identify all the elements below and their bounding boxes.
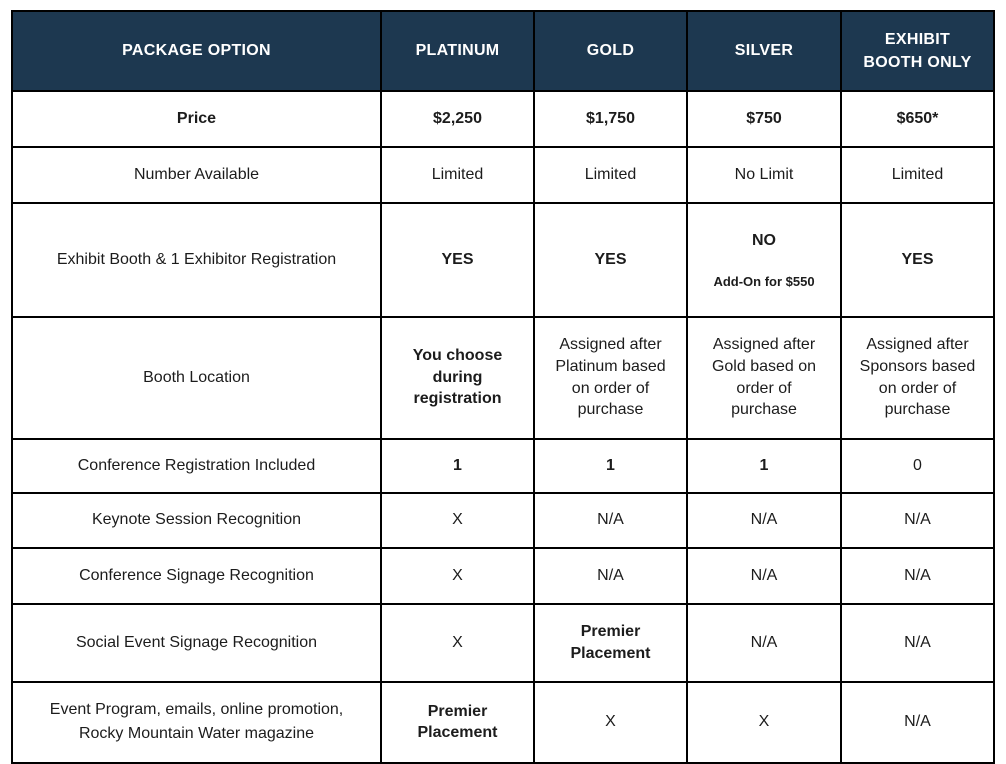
- cell-conference-signage-platinum: X: [380, 546, 535, 605]
- cell-keynote-exhibit: N/A: [840, 491, 995, 549]
- cell-price-exhibit: $650*: [840, 90, 995, 148]
- exhibit-booth-silver-addon-note: Add-On for $550: [713, 273, 815, 289]
- cell-booth-location-gold: Assigned after Platinum based on order o…: [533, 315, 688, 440]
- cell-social-event-silver: N/A: [686, 602, 842, 683]
- cell-number-silver: No Limit: [686, 146, 842, 204]
- cell-booth-location-exhibit: Assigned after Sponsors based on order o…: [840, 315, 995, 440]
- cell-exhibit-booth-platinum: YES: [380, 202, 535, 318]
- table-row-booth-location: Booth Location You choose during registr…: [11, 315, 995, 440]
- cell-keynote-silver: N/A: [686, 491, 842, 549]
- cell-conference-signage-gold: N/A: [533, 546, 688, 605]
- cell-conference-signage-exhibit: N/A: [840, 546, 995, 605]
- cell-conference-signage-silver: N/A: [686, 546, 842, 605]
- cell-event-program-gold: X: [533, 680, 688, 764]
- column-header-platinum: PLATINUM: [380, 10, 535, 92]
- row-label-conference-registration: Conference Registration Included: [11, 437, 382, 494]
- package-comparison-table: PACKAGE OPTION PLATINUM GOLD SILVER EXHI…: [11, 10, 995, 764]
- row-label-price: Price: [11, 90, 382, 148]
- row-label-keynote-recognition: Keynote Session Recognition: [11, 491, 382, 549]
- cell-price-silver: $750: [686, 90, 842, 148]
- cell-number-exhibit: Limited: [840, 146, 995, 204]
- exhibit-booth-silver-value: NO: [752, 231, 776, 249]
- row-label-exhibit-booth-registration: Exhibit Booth & 1 Exhibitor Registration: [11, 202, 382, 318]
- cell-conference-registration-platinum: 1: [380, 437, 535, 494]
- cell-booth-location-platinum: You choose during registration: [380, 315, 535, 440]
- header-row: PACKAGE OPTION PLATINUM GOLD SILVER EXHI…: [11, 10, 995, 92]
- cell-exhibit-booth-silver: NO Add-On for $550: [686, 202, 842, 318]
- cell-keynote-gold: N/A: [533, 491, 688, 549]
- table-row-social-event-signage: Social Event Signage Recognition X Premi…: [11, 602, 995, 683]
- table-row-exhibit-booth-registration: Exhibit Booth & 1 Exhibitor Registration…: [11, 202, 995, 318]
- table-row-keynote-recognition: Keynote Session Recognition X N/A N/A N/…: [11, 491, 995, 549]
- cell-booth-location-silver: Assigned after Gold based on order of pu…: [686, 315, 842, 440]
- column-header-package-option: PACKAGE OPTION: [11, 10, 382, 92]
- cell-conference-registration-gold: 1: [533, 437, 688, 494]
- cell-price-gold: $1,750: [533, 90, 688, 148]
- table-row-number-available: Number Available Limited Limited No Limi…: [11, 146, 995, 204]
- cell-price-platinum: $2,250: [380, 90, 535, 148]
- cell-exhibit-booth-exhibit: YES: [840, 202, 995, 318]
- row-label-social-event-signage: Social Event Signage Recognition: [11, 602, 382, 683]
- column-header-gold: GOLD: [533, 10, 688, 92]
- cell-conference-registration-exhibit: 0: [840, 437, 995, 494]
- column-header-exhibit-booth-only: EXHIBIT BOOTH ONLY: [840, 10, 995, 92]
- row-label-booth-location: Booth Location: [11, 315, 382, 440]
- cell-social-event-exhibit: N/A: [840, 602, 995, 683]
- cell-event-program-exhibit: N/A: [840, 680, 995, 764]
- cell-keynote-platinum: X: [380, 491, 535, 549]
- table-row-event-program-promotion: Event Program, emails, online promotion,…: [11, 680, 995, 764]
- cell-social-event-platinum: X: [380, 602, 535, 683]
- row-label-number-available: Number Available: [11, 146, 382, 204]
- cell-number-platinum: Limited: [380, 146, 535, 204]
- table-row-conference-registration: Conference Registration Included 1 1 1 0: [11, 437, 995, 494]
- row-label-event-program-promotion: Event Program, emails, online promotion,…: [11, 680, 382, 764]
- cell-conference-registration-silver: 1: [686, 437, 842, 494]
- cell-social-event-gold: Premier Placement: [533, 602, 688, 683]
- column-header-silver: SILVER: [686, 10, 842, 92]
- cell-event-program-silver: X: [686, 680, 842, 764]
- row-label-conference-signage: Conference Signage Recognition: [11, 546, 382, 605]
- table-row-conference-signage: Conference Signage Recognition X N/A N/A…: [11, 546, 995, 605]
- cell-number-gold: Limited: [533, 146, 688, 204]
- cell-exhibit-booth-gold: YES: [533, 202, 688, 318]
- package-comparison-table-wrap: PACKAGE OPTION PLATINUM GOLD SILVER EXHI…: [11, 10, 995, 764]
- cell-event-program-platinum: Premier Placement: [380, 680, 535, 764]
- table-row-price: Price $2,250 $1,750 $750 $650*: [11, 90, 995, 148]
